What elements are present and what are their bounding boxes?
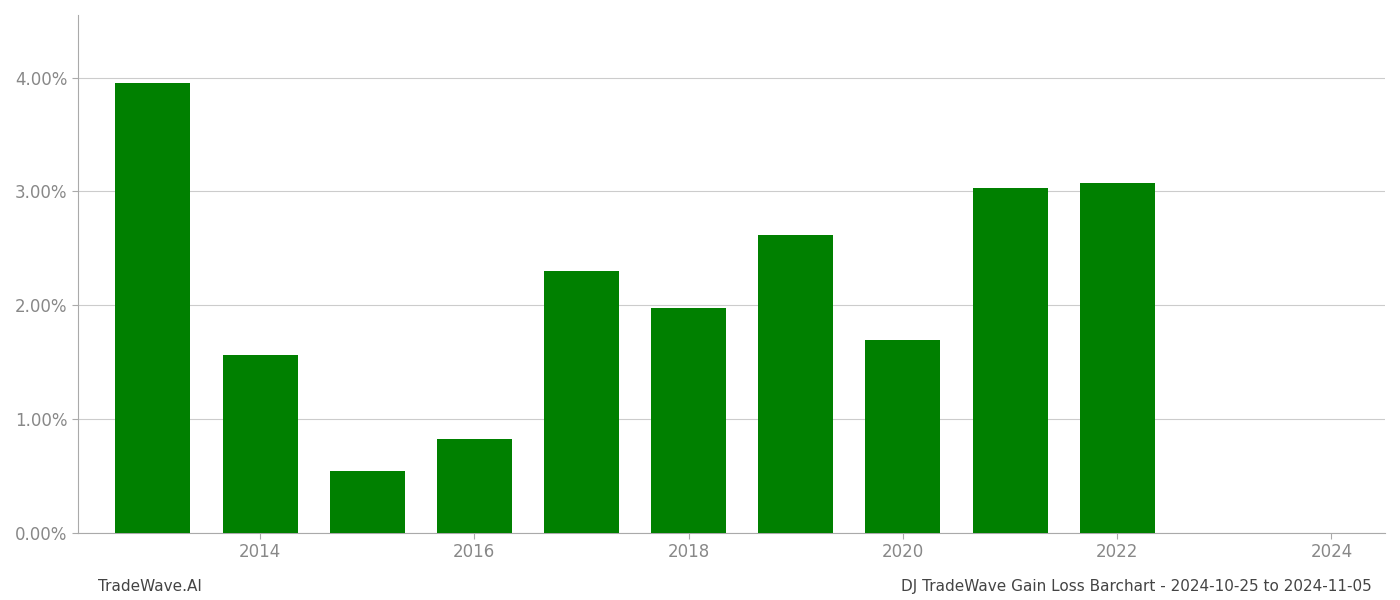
Text: DJ TradeWave Gain Loss Barchart - 2024-10-25 to 2024-11-05: DJ TradeWave Gain Loss Barchart - 2024-1… — [902, 579, 1372, 594]
Bar — [973, 188, 1047, 533]
Bar — [1079, 184, 1155, 533]
Bar — [115, 83, 190, 533]
Bar — [329, 471, 405, 533]
Text: TradeWave.AI: TradeWave.AI — [98, 579, 202, 594]
Bar — [865, 340, 941, 533]
Bar — [651, 308, 727, 533]
Bar — [223, 355, 298, 533]
Bar — [759, 235, 833, 533]
Bar — [437, 439, 512, 533]
Bar — [545, 271, 619, 533]
